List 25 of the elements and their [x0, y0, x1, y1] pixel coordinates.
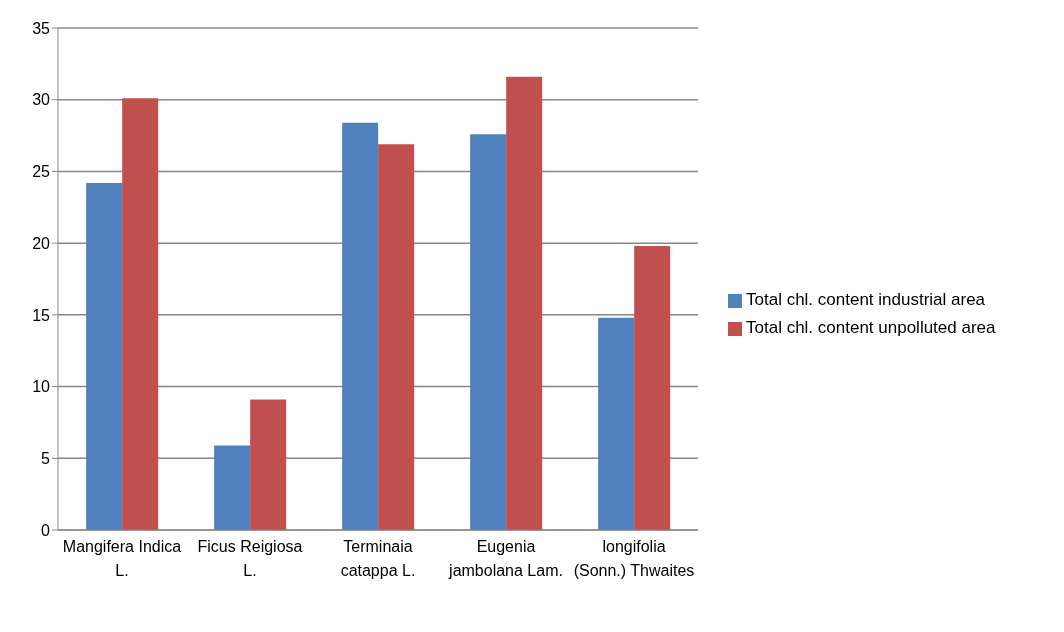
y-tick-label: 30: [32, 91, 51, 109]
x-tick-label: longifolia (Sonn.) Thwaites: [573, 538, 695, 579]
y-tick-label: 0: [41, 521, 51, 539]
y-tick-label: 20: [32, 234, 51, 252]
bar: [86, 182, 123, 530]
x-tick-label: Eugenia jambolana Lam.: [448, 538, 563, 579]
y-tick-label: 15: [32, 306, 51, 324]
bar: [122, 98, 159, 530]
bar: [342, 122, 379, 530]
x-tick-label: Ficus Reigiosa L.: [197, 538, 303, 579]
bar: [470, 134, 507, 530]
bar: [378, 144, 415, 530]
bar: [506, 76, 543, 530]
y-tick-label: 5: [41, 449, 51, 467]
y-tick-label: 35: [32, 19, 51, 37]
bar: [598, 317, 635, 530]
bar: [634, 246, 671, 530]
x-tick-label: Terminaia catappa L.: [340, 538, 416, 579]
y-tick-label: 25: [32, 163, 51, 181]
bar: [250, 399, 287, 530]
legend-label: Total chl. content industrial area: [746, 290, 986, 309]
x-tick-label: Mangifera Indica L.: [62, 538, 182, 579]
legend-label: Total chl. content unpolluted area: [746, 318, 996, 337]
bar: [214, 445, 251, 530]
y-tick-label: 10: [32, 378, 51, 396]
